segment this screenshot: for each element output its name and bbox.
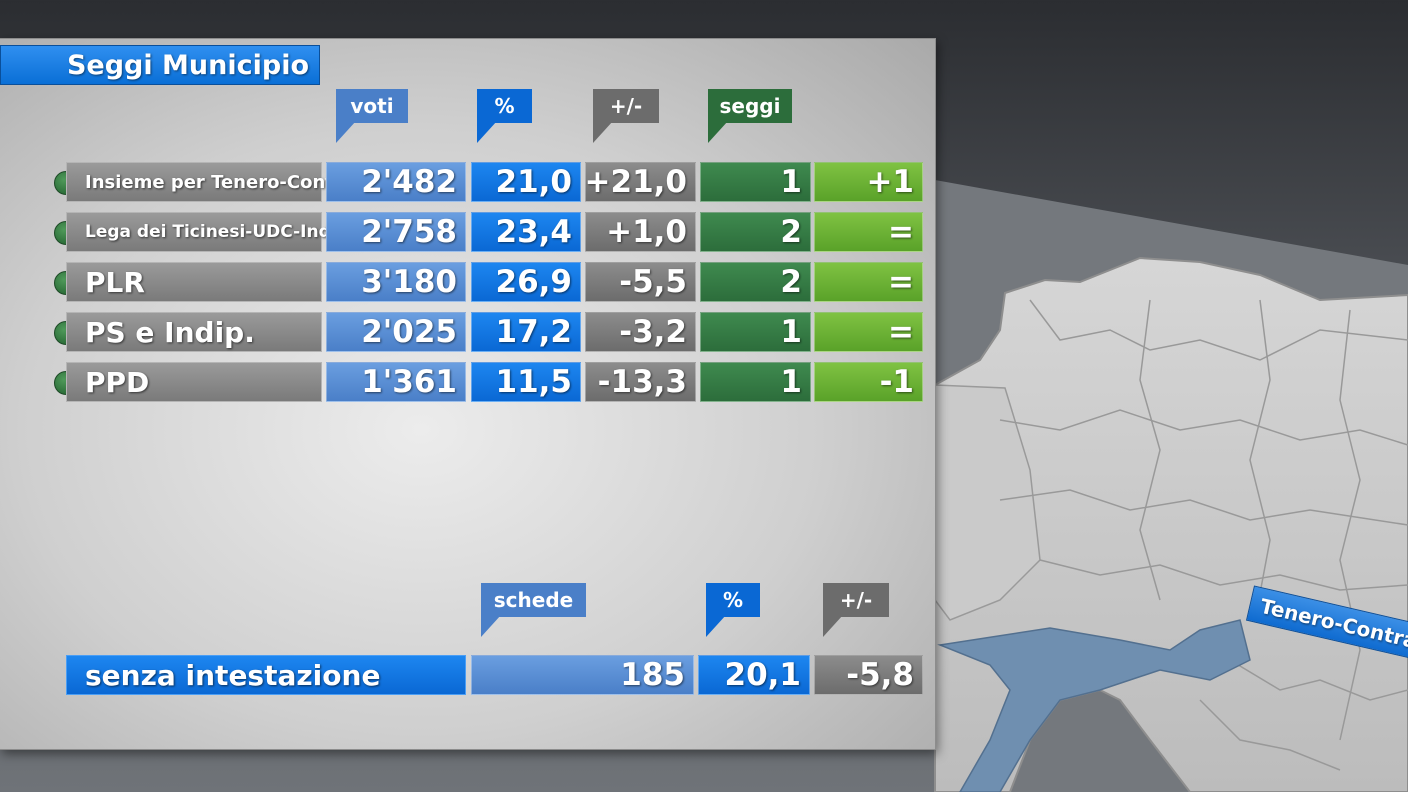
votes-cell: 2'482 (326, 162, 466, 202)
header-bottom-pct: % (706, 583, 760, 637)
votes-cell: 3'180 (326, 262, 466, 302)
percent-cell: 23,4 (471, 212, 581, 252)
seat-change-cell: = (814, 312, 923, 352)
party-name: Lega dei Ticinesi-UDC-Indip. (66, 212, 355, 252)
seat-change-cell: = (814, 262, 923, 302)
votes-cell: 1'361 (326, 362, 466, 402)
seats-cell: 2 (700, 262, 811, 302)
seats-cell: 1 (700, 162, 811, 202)
percent-cell: 11,5 (471, 362, 581, 402)
seats-cell: 1 (700, 362, 811, 402)
panel-title: Seggi Municipio (0, 45, 320, 85)
ballots-cell: 185 (471, 655, 694, 695)
header-diff: +/- (593, 89, 659, 143)
lake (937, 619, 1251, 792)
blank-ballots-label: senza intestazione (66, 655, 466, 695)
header-bottom-diff: +/- (823, 583, 889, 637)
seats-cell: 2 (700, 212, 811, 252)
diff-cell: -13,3 (585, 362, 696, 402)
header-voti: voti (336, 89, 408, 143)
seat-change-cell: = (814, 212, 923, 252)
header-bottom-pct-label: % (722, 588, 744, 612)
ballots-diff-cell: -5,8 (814, 655, 923, 695)
header-pct-label: % (494, 94, 515, 118)
header-schede-label: schede (493, 588, 574, 612)
seats-cell: 1 (700, 312, 811, 352)
header-bottom-diff-label: +/- (839, 588, 873, 612)
diff-cell: -5,5 (585, 262, 696, 302)
header-seggi-label: seggi (719, 94, 781, 118)
party-name: PPD (66, 362, 322, 402)
diff-cell: -3,2 (585, 312, 696, 352)
header-voti-label: voti (350, 94, 394, 118)
percent-cell: 26,9 (471, 262, 581, 302)
header-pct: % (477, 89, 532, 143)
percent-cell: 17,2 (471, 312, 581, 352)
seat-change-cell: +1 (814, 162, 923, 202)
diff-cell: +1,0 (585, 212, 696, 252)
header-diff-label: +/- (609, 94, 643, 118)
diff-cell: +21,0 (585, 162, 696, 202)
percent-cell: 21,0 (471, 162, 581, 202)
ballots-percent-cell: 20,1 (698, 655, 810, 695)
party-name: PS e Indip. (66, 312, 322, 352)
votes-cell: 2'025 (326, 312, 466, 352)
header-schede: schede (481, 583, 586, 637)
seat-change-cell: -1 (814, 362, 923, 402)
votes-cell: 2'758 (326, 212, 466, 252)
party-name: PLR (66, 262, 322, 302)
header-seggi: seggi (708, 89, 792, 143)
party-name: Insieme per Tenero-Contra (66, 162, 355, 202)
